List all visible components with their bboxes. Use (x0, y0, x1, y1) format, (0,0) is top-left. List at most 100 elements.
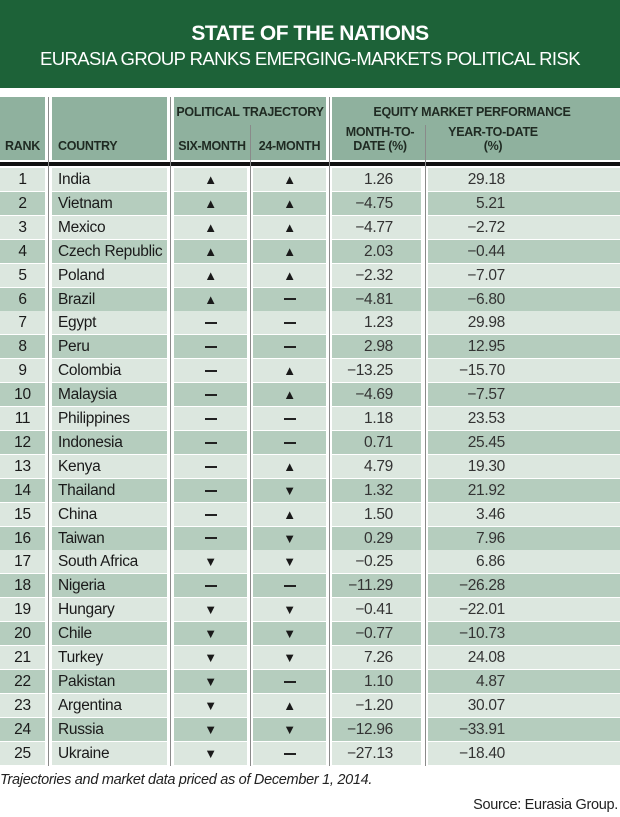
down-triangle-icon: ▼ (204, 650, 217, 665)
six-month-cell: ▲ (174, 287, 247, 311)
down-triangle-icon: ▼ (204, 697, 217, 713)
country-cell: Colombia (52, 359, 167, 383)
month-to-date-cell: −12.96 (332, 717, 421, 741)
table-row: 17 South Africa ▼ ▼ −0.25 6.86 (0, 550, 620, 574)
table-row: 24 Russia ▼ ▼ −12.96 −33.91 (0, 717, 620, 741)
rank-cell: 11 (0, 407, 45, 430)
rank-cell: 25 (0, 741, 45, 765)
year-to-date-cell: −22.01 (428, 598, 620, 622)
flat-dash-icon (283, 752, 296, 755)
month-to-date-cell: 2.03 (332, 239, 421, 263)
twentyfour-month-cell (253, 741, 326, 765)
country-cell: Poland (52, 263, 167, 287)
rank-cell: 21 (0, 646, 45, 669)
month-to-date-cell: −27.13 (332, 741, 421, 765)
month-to-date-cell: 1.18 (332, 407, 421, 430)
header-equity-label: EQUITY MARKET PERFORMANCE (373, 105, 571, 119)
twentyfour-month-cell: ▲ (253, 263, 326, 287)
twentyfour-month-cell: ▼ (253, 622, 326, 646)
table-row: 11 Philippines 1.18 23.53 (0, 407, 620, 430)
country-cell: Kenya (52, 454, 167, 478)
twentyfour-month-cell: ▲ (253, 168, 326, 191)
six-month-cell (174, 430, 247, 454)
rank-cell: 8 (0, 335, 45, 359)
six-month-cell (174, 311, 247, 335)
month-to-date-cell: 0.71 (332, 430, 421, 454)
rank-cell: 3 (0, 215, 45, 239)
flat-dash-icon (283, 441, 296, 444)
rank-cell: 19 (0, 598, 45, 622)
twentyfour-month-cell: ▼ (253, 598, 326, 622)
country-cell: India (52, 168, 167, 191)
month-to-date-cell: −11.29 (332, 574, 421, 598)
country-cell: Taiwan (52, 526, 167, 550)
up-triangle-icon: ▲ (204, 172, 217, 187)
header-mtd-2: DATE (%) (353, 139, 407, 153)
month-to-date-cell: 1.50 (332, 502, 421, 526)
table-row: 9 Colombia ▲ −13.25 −15.70 (0, 359, 620, 383)
six-month-cell: ▼ (174, 669, 247, 693)
month-to-date-cell: −4.81 (332, 287, 421, 311)
six-month-cell: ▼ (174, 550, 247, 574)
six-month-cell: ▲ (174, 215, 247, 239)
rank-cell: 22 (0, 669, 45, 693)
down-triangle-icon: ▼ (204, 673, 217, 689)
six-month-cell (174, 574, 247, 598)
table-row: 22 Pakistan ▼ 1.10 4.87 (0, 669, 620, 693)
table-row: 10 Malaysia ▲ −4.69 −7.57 (0, 383, 620, 407)
month-to-date-cell: −0.25 (332, 550, 421, 574)
header-24-month: 24-MONTH (258, 139, 321, 153)
twentyfour-month-cell (253, 430, 326, 454)
twentyfour-month-cell: ▼ (253, 478, 326, 502)
year-to-date-cell: 12.95 (428, 335, 620, 359)
up-triangle-icon: ▲ (283, 458, 296, 474)
flat-dash-icon (283, 417, 296, 420)
down-triangle-icon: ▼ (283, 650, 296, 665)
country-cell: Argentina (52, 693, 167, 717)
table-row: 21 Turkey ▼ ▼ 7.26 24.08 (0, 646, 620, 669)
year-to-date-cell: −0.44 (428, 239, 620, 263)
six-month-cell: ▼ (174, 741, 247, 765)
table-row: 19 Hungary ▼ ▼ −0.41 −22.01 (0, 598, 620, 622)
flat-dash-icon (204, 417, 217, 420)
table-row: 4 Czech Republic ▲ ▲ 2.03 −0.44 (0, 239, 620, 263)
year-to-date-cell: 3.46 (428, 502, 620, 526)
rank-cell: 24 (0, 717, 45, 741)
twentyfour-month-cell: ▲ (253, 239, 326, 263)
header-mtd-1: MONTH-TO- (345, 125, 415, 139)
header-ytd-1: YEAR-TO-DATE (448, 125, 538, 139)
down-triangle-icon: ▼ (204, 745, 217, 761)
rank-cell: 17 (0, 550, 45, 574)
rank-cell: 15 (0, 502, 45, 526)
year-to-date-cell: −10.73 (428, 622, 620, 646)
source: Source: Eurasia Group. (473, 797, 618, 813)
rank-cell: 6 (0, 287, 45, 311)
title: STATE OF THE NATIONS (191, 22, 429, 45)
year-to-date-cell: −33.91 (428, 717, 620, 741)
twentyfour-month-cell (253, 287, 326, 311)
country-cell: Peru (52, 335, 167, 359)
year-to-date-cell: 5.21 (428, 191, 620, 215)
table-row: 5 Poland ▲ ▲ −2.32 −7.07 (0, 263, 620, 287)
up-triangle-icon: ▲ (283, 506, 296, 522)
twentyfour-month-cell (253, 335, 326, 359)
header-country: COUNTRY (52, 97, 167, 160)
month-to-date-cell: −1.20 (332, 693, 421, 717)
up-triangle-icon: ▲ (283, 267, 296, 283)
country-cell: Vietnam (52, 191, 167, 215)
twentyfour-month-cell: ▲ (253, 359, 326, 383)
column-divider (48, 97, 49, 766)
month-to-date-cell: −0.77 (332, 622, 421, 646)
country-cell: South Africa (52, 550, 167, 574)
year-to-date-cell: 30.07 (428, 693, 620, 717)
twentyfour-month-cell (253, 574, 326, 598)
up-triangle-icon: ▲ (204, 291, 217, 307)
month-to-date-cell: −4.69 (332, 383, 421, 407)
down-triangle-icon: ▼ (283, 602, 296, 618)
down-triangle-icon: ▼ (283, 626, 296, 642)
header-country-label: COUNTRY (58, 139, 118, 153)
header-six-month: SIX-MONTH (178, 139, 246, 153)
flat-dash-icon (204, 465, 217, 468)
six-month-cell: ▼ (174, 717, 247, 741)
flat-dash-icon (283, 298, 296, 301)
